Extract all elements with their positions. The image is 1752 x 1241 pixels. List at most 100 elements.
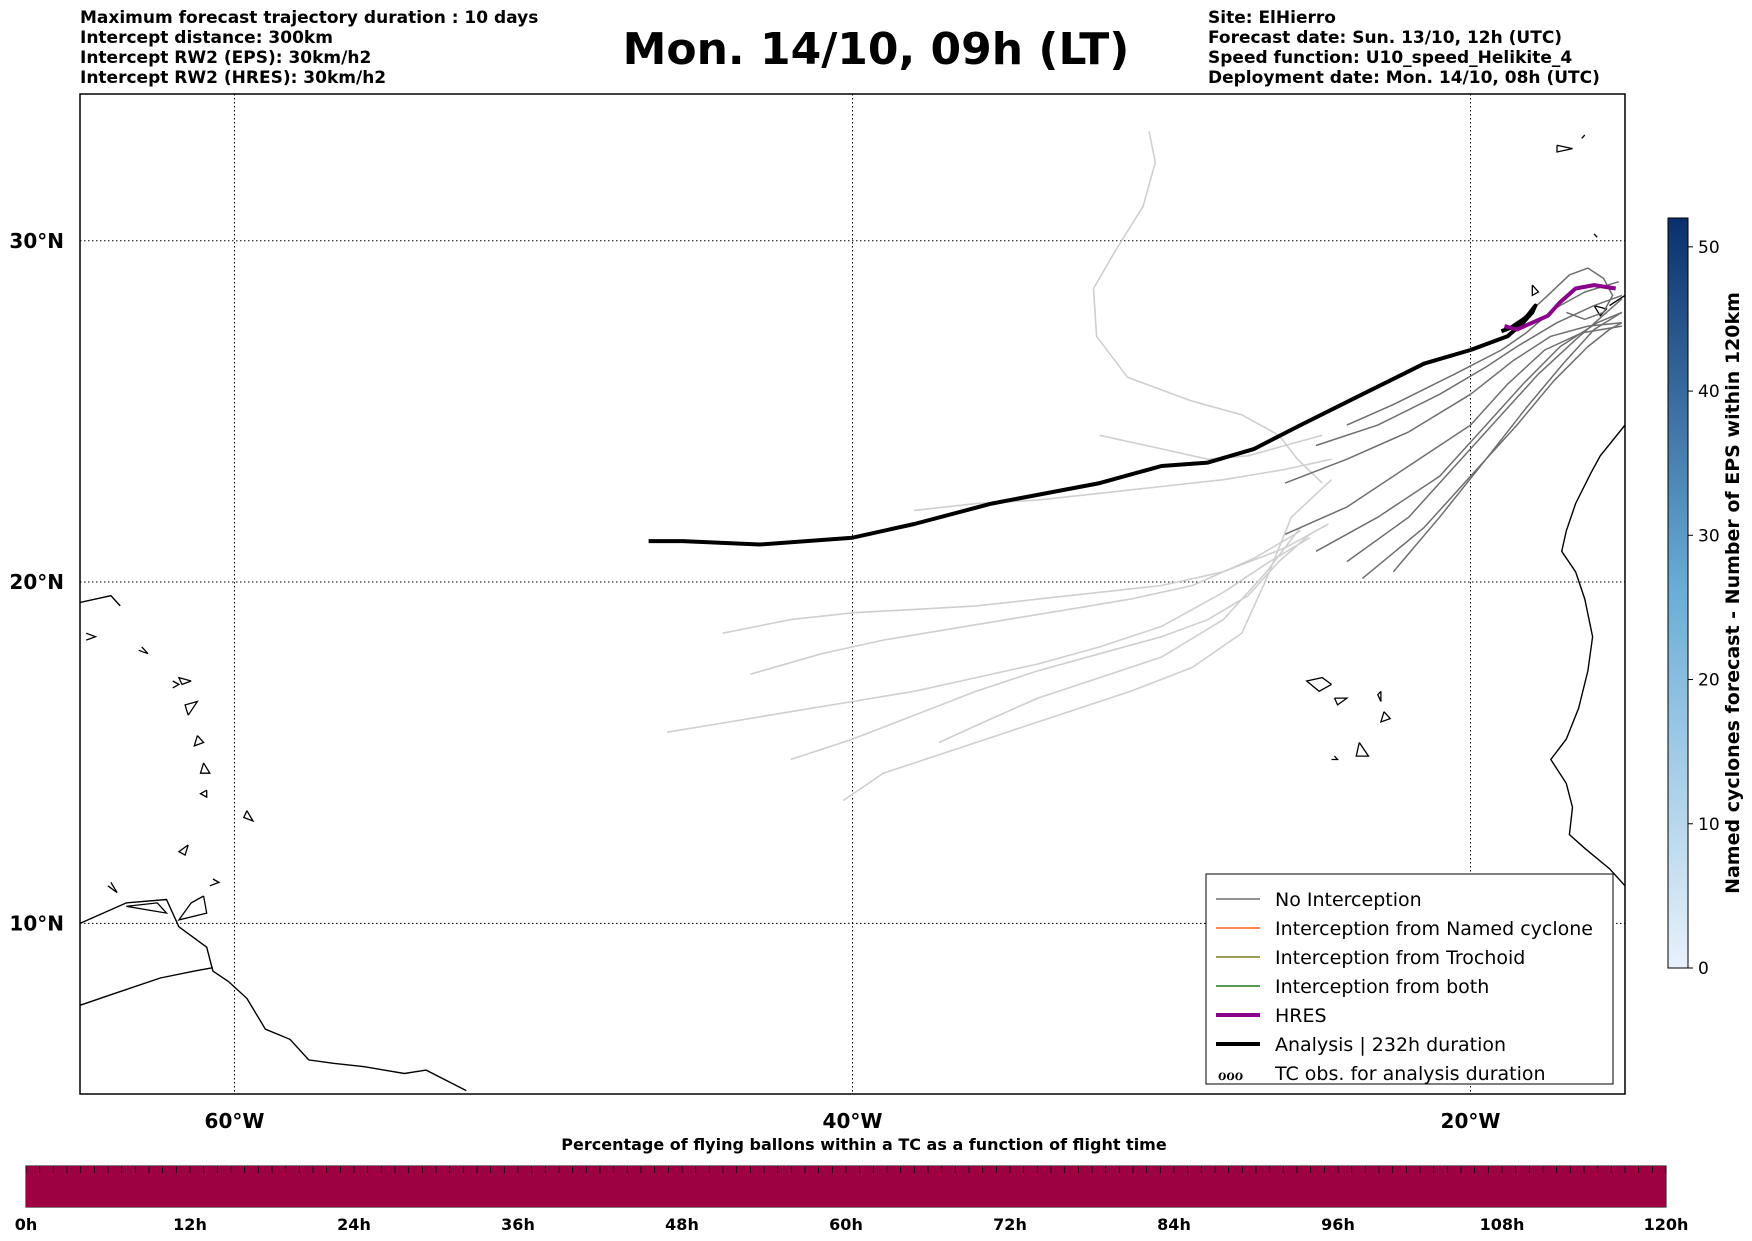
- island-outline: [1379, 711, 1392, 724]
- island-outline: [1355, 742, 1370, 757]
- flight-time-tick-label: 0h: [15, 1215, 38, 1234]
- analysis-trajectory: [648, 303, 1538, 547]
- legend-label: Interception from Named cyclone: [1275, 918, 1593, 940]
- map-frame: [79, 93, 1626, 1095]
- axis-tick-labels: 60°W 40°W 20°W 30°N 20°N 10°N: [9, 229, 1500, 1133]
- island-outline: [177, 844, 189, 857]
- coastlines: [80, 134, 1625, 1092]
- island-outline: [177, 676, 192, 686]
- eps-trajectory: [1315, 294, 1623, 447]
- eps-trajectory: [1513, 267, 1614, 327]
- island-outline: [1377, 690, 1382, 702]
- cyclone-colorbar-tick-label: 50: [1698, 238, 1720, 258]
- island-outline: [1531, 284, 1540, 297]
- cyclone-colorbar-tick-label: 20: [1698, 671, 1720, 691]
- legend-label: No Interception: [1275, 889, 1422, 911]
- eps-trajectory: [1284, 325, 1623, 535]
- analysis-path: [648, 303, 1538, 547]
- island-outline: [172, 680, 181, 689]
- coastline-morocco: [1609, 294, 1625, 307]
- island-outline: [1581, 134, 1586, 139]
- eps-faint-trajectory: [938, 526, 1302, 744]
- flight-time-tick-label: 72h: [993, 1215, 1027, 1234]
- hres-path: [1503, 283, 1617, 332]
- island-outline: [199, 789, 208, 799]
- header-left-line: Intercept RW2 (HRES): 30km/h2: [80, 68, 387, 88]
- island-outline: [177, 895, 208, 921]
- eps-faint-trajectory: [914, 458, 1332, 512]
- cyclone-colorbar-label: Named cyclones forecast - Number of EPS …: [1722, 292, 1744, 894]
- island-outline: [242, 810, 255, 823]
- island-outline: [107, 882, 118, 894]
- header-right-line: Speed function: U10_speed_Helikite_4: [1208, 48, 1573, 68]
- eps-trajectory: [1346, 280, 1620, 426]
- header-left-line: Intercept distance: 300km: [80, 28, 333, 48]
- island-outline: [209, 878, 221, 887]
- legend-label: TC obs. for analysis duration: [1274, 1063, 1546, 1085]
- legend-box: [1205, 873, 1614, 1085]
- header-right: Site: ElHierro Forecast date: Sun. 13/10…: [1208, 8, 1600, 88]
- cyclone-colorbar-gradient: [1667, 217, 1689, 969]
- header-right-line: Deployment date: Mon. 14/10, 08h (UTC): [1208, 68, 1600, 88]
- coastline-west-africa: [1549, 424, 1625, 887]
- island-outline: [184, 700, 199, 716]
- eps-faint-trajectory: [722, 523, 1329, 634]
- coastline-south-america: [80, 898, 467, 1092]
- island-outline: [85, 632, 98, 641]
- map-title: Mon. 14/10, 09h (LT): [622, 24, 1130, 75]
- coastline-south-america-north: [80, 967, 214, 1006]
- flight-time-tick-label: 12h: [173, 1215, 207, 1234]
- header-right-line: Forecast date: Sun. 13/10, 12h (UTC): [1208, 28, 1563, 48]
- eps-trajectory: [1361, 322, 1623, 580]
- flight-time-tick-label: 108h: [1480, 1215, 1525, 1234]
- flight-time-tick-label: 96h: [1321, 1215, 1355, 1234]
- eps-trajectory: [1284, 321, 1622, 484]
- eps-faint-trajectory: [842, 479, 1333, 802]
- cyclone-colorbar-tick-label: 10: [1698, 815, 1720, 835]
- lon-tick-label: 40°W: [823, 1109, 883, 1133]
- flight-time-tick-label: 84h: [1157, 1215, 1191, 1234]
- header-right-line: Site: ElHierro: [1208, 8, 1336, 28]
- cyclone-colorbar-tick-label: 40: [1698, 382, 1720, 402]
- flight-time-colorbar-title: Percentage of flying ballons within a TC…: [561, 1135, 1167, 1154]
- eps-faint-trajectory: [1092, 131, 1323, 484]
- flight-time-tick-label: 24h: [337, 1215, 371, 1234]
- flight-time-tick-label: 36h: [501, 1215, 535, 1234]
- cyclone-colorbar: 0 10 20 30 40 50 Named cyclones forecast - Nu…: [1667, 217, 1744, 979]
- flight-time-tick-label: 120h: [1644, 1215, 1689, 1234]
- lat-tick-label: 10°N: [9, 911, 64, 935]
- island-outline: [1331, 755, 1340, 761]
- island-outline: [1556, 144, 1573, 153]
- island-outline: [1305, 676, 1332, 693]
- island-outline: [1593, 233, 1598, 238]
- eps-trajectory: [1346, 298, 1623, 563]
- tc-symbol-icon: ℴℴℴ: [1218, 1064, 1244, 1085]
- eps-faint-trajectory: [666, 537, 1311, 733]
- cyclone-colorbar-tick-label: 0: [1698, 959, 1709, 979]
- coastline-caribbean: [80, 594, 121, 607]
- cyclone-colorbar-tick-label: 30: [1698, 526, 1720, 546]
- island-outline: [138, 646, 149, 655]
- legend-label: Interception from Trochoid: [1275, 947, 1525, 969]
- eps-trajectory: [1392, 311, 1623, 573]
- header-left: Maximum forecast trajectory duration : 1…: [80, 8, 538, 88]
- island-outline: [1333, 697, 1349, 706]
- eps-trajectory: [1315, 311, 1623, 552]
- island-outline: [126, 902, 169, 915]
- lon-tick-label: 60°W: [205, 1109, 265, 1133]
- eps-faint-trajectory: [790, 533, 1311, 761]
- flight-time-colorbar: Percentage of flying ballons within a TC…: [15, 1135, 1689, 1234]
- hres-trajectory: [1503, 283, 1617, 332]
- legend: No Interception Interception from Named c…: [1205, 873, 1614, 1085]
- header-left-line: Intercept RW2 (EPS): 30km/h2: [80, 48, 372, 68]
- island-outline: [193, 735, 205, 747]
- lat-tick-label: 30°N: [9, 229, 64, 253]
- legend-label: Analysis | 232h duration: [1275, 1034, 1506, 1056]
- legend-label: HRES: [1275, 1005, 1327, 1027]
- flight-time-tick-label: 60h: [829, 1215, 863, 1234]
- flight-time-tick-label: 48h: [665, 1215, 699, 1234]
- lon-tick-label: 20°W: [1441, 1109, 1501, 1133]
- eps-faint-trajectory: [750, 530, 1301, 675]
- eps-faint-trajectories: [666, 131, 1333, 802]
